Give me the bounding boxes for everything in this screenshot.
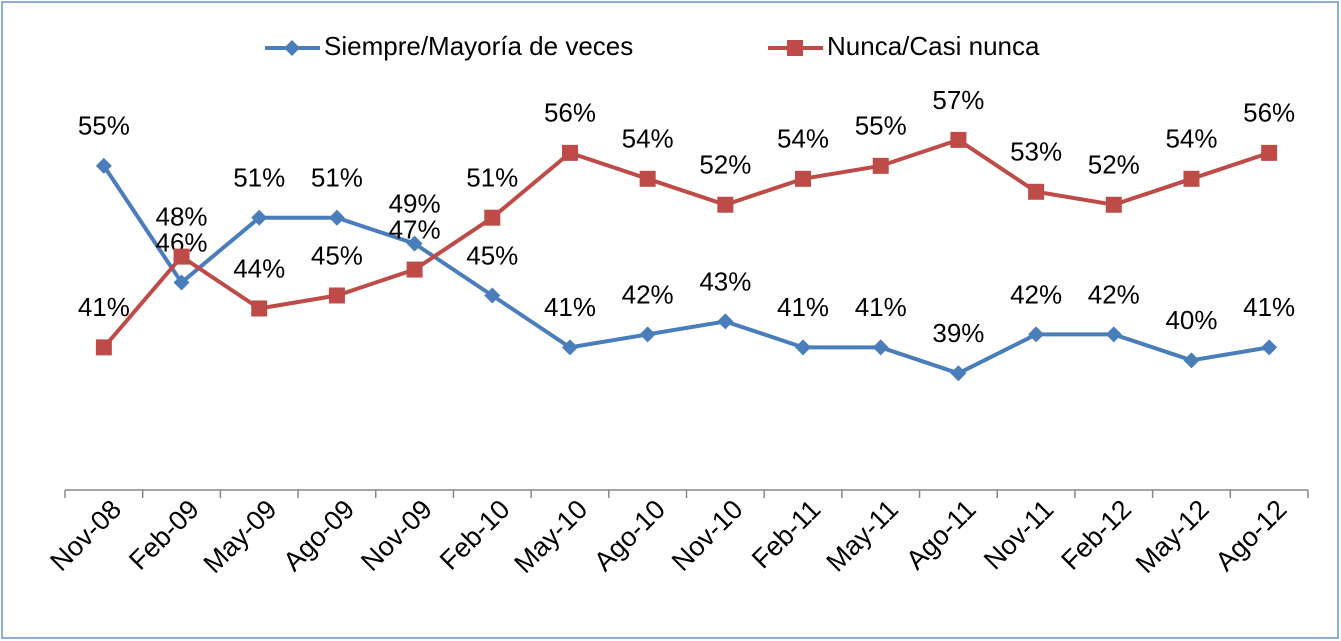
marker [795, 339, 812, 356]
marker [639, 170, 656, 187]
data-label: 51% [466, 163, 518, 193]
data-label: 43% [699, 266, 751, 296]
marker [173, 274, 190, 291]
marker [1105, 326, 1122, 343]
data-label: 48% [156, 201, 208, 231]
marker [406, 261, 423, 278]
marker [795, 170, 812, 187]
data-label: 54% [1165, 124, 1217, 154]
marker [251, 300, 268, 317]
legend-label: Nunca/Casi nunca [827, 31, 1040, 61]
marker [1028, 183, 1045, 200]
data-label: 42% [1088, 279, 1140, 309]
marker [1261, 144, 1278, 161]
marker [284, 40, 300, 56]
marker [328, 209, 345, 226]
series-line [102, 164, 1270, 376]
marker [95, 157, 112, 174]
marker [95, 339, 112, 356]
data-label: 49% [389, 189, 441, 219]
marker [717, 313, 734, 330]
marker [717, 196, 734, 213]
marker [561, 144, 578, 161]
marker [950, 131, 967, 148]
data-label: 47% [389, 214, 441, 244]
data-label: 56% [544, 98, 596, 128]
marker [1028, 326, 1045, 343]
data-label: 51% [233, 163, 285, 193]
data-label: 39% [932, 318, 984, 348]
data-label: 45% [311, 240, 363, 270]
data-label: 42% [1010, 279, 1062, 309]
data-label: 40% [1165, 305, 1217, 335]
data-label: 42% [622, 279, 674, 309]
data-label: 41% [777, 292, 829, 322]
data-label: 55% [855, 111, 907, 141]
data-label: 41% [544, 292, 596, 322]
marker [1183, 352, 1200, 369]
marker [1261, 339, 1278, 356]
marker [406, 235, 423, 252]
data-label: 44% [233, 253, 285, 283]
marker [787, 40, 803, 56]
marker [872, 339, 889, 356]
legend-label: Siempre/Mayoría de veces [324, 31, 633, 61]
marker [872, 157, 889, 174]
data-label: 41% [855, 292, 907, 322]
data-label: 52% [1088, 150, 1140, 180]
marker [173, 248, 190, 265]
series-line [102, 137, 1270, 349]
data-label: 54% [777, 124, 829, 154]
marker [1105, 196, 1122, 213]
marker [484, 209, 501, 226]
marker [1183, 170, 1200, 187]
marker [950, 365, 967, 382]
marker [639, 326, 656, 343]
data-label: 52% [699, 150, 751, 180]
data-label: 51% [311, 163, 363, 193]
data-label: 54% [622, 124, 674, 154]
marker [561, 339, 578, 356]
data-label: 45% [466, 240, 518, 270]
marker [328, 287, 345, 304]
data-label: 41% [1243, 292, 1295, 322]
data-label: 53% [1010, 137, 1062, 167]
data-label: 55% [78, 111, 130, 141]
marker [484, 287, 501, 304]
data-label: 41% [78, 292, 130, 322]
marker [251, 209, 268, 226]
data-label: 57% [932, 85, 984, 115]
data-label: 56% [1243, 98, 1295, 128]
